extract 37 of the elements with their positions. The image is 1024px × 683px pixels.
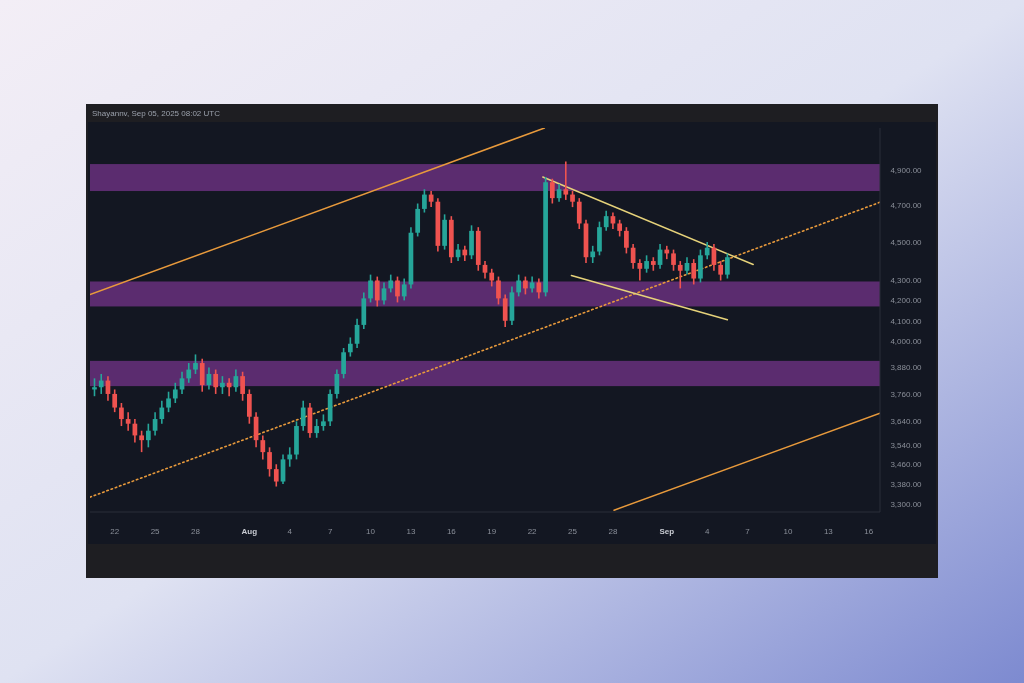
y-tick-label: 3,760.00 <box>890 389 923 399</box>
x-tick-label: 25 <box>568 527 578 536</box>
candlestick <box>139 429 144 453</box>
y-tick-label: 3,540.00 <box>890 440 923 450</box>
x-tick-label: 22 <box>527 527 538 536</box>
candlestick <box>193 353 198 375</box>
x-tick-label: 13 <box>823 527 834 536</box>
y-tick-label: 4,700.00 <box>890 201 923 211</box>
y-tick-label: 4,300.00 <box>890 276 923 286</box>
y-tick-label: 4,500.00 <box>890 237 923 247</box>
x-tick-label: Sep <box>659 527 675 536</box>
y-tick-label: 3,460.00 <box>890 460 923 470</box>
y-tick-label: 3,300.00 <box>890 500 923 510</box>
x-tick-label: 7 <box>327 527 333 536</box>
y-tick-label: 3,880.00 <box>890 363 923 373</box>
y-tick-label: 4,100.00 <box>890 316 923 326</box>
x-tick-label: 16 <box>446 527 457 536</box>
x-tick-label: 4 <box>287 527 293 536</box>
x-tick-label: 28 <box>608 527 618 536</box>
x-tick-label: Aug <box>241 527 258 536</box>
x-tick-label: 25 <box>150 527 161 536</box>
x-tick-label: 19 <box>487 527 497 536</box>
y-tick-label: 4,200.00 <box>890 296 923 306</box>
y-tick-label: 3,380.00 <box>890 479 923 489</box>
y-tick-label: 3,640.00 <box>890 417 923 427</box>
x-tick-label: 4 <box>704 527 710 536</box>
x-tick-label: 28 <box>191 527 201 536</box>
x-tick-label: 10 <box>783 527 793 536</box>
x-tick-label: 16 <box>864 527 874 536</box>
x-tick-label: 13 <box>406 527 416 536</box>
x-tick-label: 22 <box>110 527 120 536</box>
x-tick-label: 7 <box>745 527 751 536</box>
y-tick-label: 4,000.00 <box>890 337 923 347</box>
text: Shayannv, Sep 05, 2025 08:02 UTC <box>92 109 221 118</box>
candlestick <box>166 390 171 413</box>
x-tick-label: 10 <box>366 527 376 536</box>
y-tick-label: 4,900.00 <box>890 165 923 175</box>
